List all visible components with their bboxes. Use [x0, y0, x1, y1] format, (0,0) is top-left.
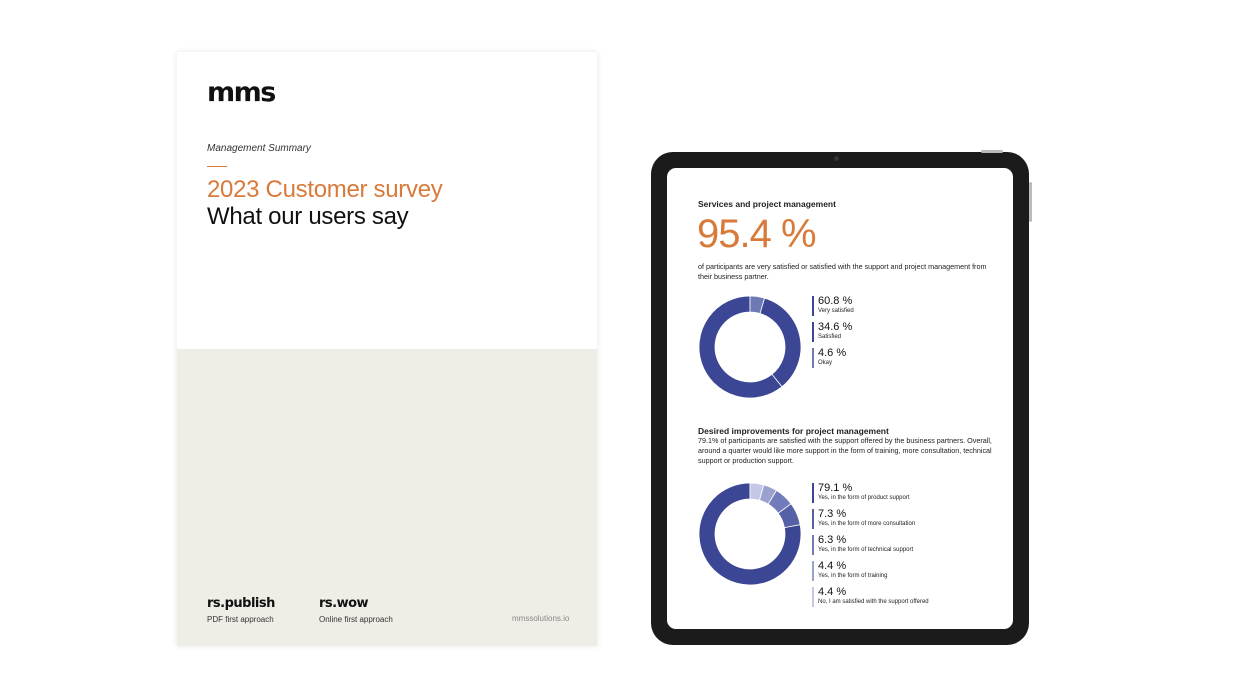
brand-logo: mms	[207, 77, 276, 108]
cover-title-line2: What our users say	[207, 203, 409, 230]
legend-color-bar	[812, 587, 814, 607]
camera-icon	[834, 156, 839, 161]
product-name: rs.publish	[207, 596, 275, 611]
section-description-services: of participants are very satisfied or sa…	[698, 262, 987, 281]
legend-value: 4.4 %	[818, 586, 847, 598]
brochure-cover: mms Management Summary 2023 Customer sur…	[177, 52, 597, 646]
legend-color-bar	[812, 561, 814, 581]
product-description: PDF first approach	[207, 615, 274, 624]
legend-item: 79.1 % Yes, in the form of product suppor…	[812, 482, 910, 504]
donut-slice-2	[749, 295, 766, 314]
legend-color-bar	[812, 322, 814, 342]
legend-value: 4.6 %	[818, 347, 847, 359]
website-text: mmssolutions.io	[512, 614, 570, 623]
legend-label: Okay	[818, 360, 833, 366]
donut-slice-4	[749, 482, 765, 501]
legend-item: 4.4 % No, I am satisfied with the support…	[812, 586, 929, 608]
legend-value: 4.4 %	[818, 560, 847, 572]
section-title-improvements: Desired improvements for project managem…	[698, 426, 889, 436]
section-description-improvements: 79.1% of participants are satisfied with…	[698, 436, 992, 465]
legend-value: 6.3 %	[818, 534, 847, 546]
donut-slice-1	[759, 297, 802, 388]
donut-slice-0	[698, 482, 802, 586]
product-rs-wow: rs.wow Online first approach	[319, 596, 393, 624]
legend-color-bar	[812, 535, 814, 555]
donut-slice-0	[698, 295, 783, 399]
tablet-screen: Services and project management 95.4 % o…	[667, 168, 1013, 629]
tablet-side-button	[1029, 182, 1032, 222]
legend-item: 6.3 % Yes, in the form of technical suppo…	[812, 534, 913, 556]
legend-label: Very satisfied	[818, 308, 854, 314]
legend-color-bar	[812, 483, 814, 503]
product-rs-publish: rs.publish PDF first approach	[207, 596, 275, 624]
legend-value: 60.8 %	[818, 295, 853, 307]
legend-item: 4.6 % Okay	[812, 347, 846, 369]
cover-bottom-panel	[177, 349, 597, 646]
legend-item: 4.4 % Yes, in the form of training	[812, 560, 887, 582]
tablet-top-button	[981, 150, 1003, 153]
legend-value: 34.6 %	[818, 321, 853, 333]
legend-label: Yes, in the form of product support	[818, 495, 910, 501]
legend-color-bar	[812, 296, 814, 316]
cover-subtitle: Management Summary	[207, 143, 311, 154]
accent-rule	[207, 166, 227, 167]
legend-item: 7.3 % Yes, in the form of more consultati…	[812, 508, 915, 530]
legend-color-bar	[812, 348, 814, 368]
legend-label: Yes, in the form of more consultation	[818, 521, 916, 527]
legend-label: No, I am satisfied with the support offe…	[818, 599, 929, 605]
product-name: rs.wow	[319, 596, 369, 611]
legend-label: Satisfied	[818, 334, 842, 340]
section-title-services: Services and project management	[698, 199, 836, 209]
legend-label: Yes, in the form of technical support	[818, 547, 914, 553]
legend-value: 79.1 %	[818, 482, 853, 494]
legend-item: 34.6 % Satisfied	[812, 321, 852, 343]
legend-label: Yes, in the form of training	[818, 573, 888, 579]
cover-title-line1: 2023 Customer survey	[207, 176, 443, 203]
legend-item: 60.8 % Very satisfied	[812, 295, 854, 317]
cover-top-panel	[177, 52, 597, 349]
donut-chart-improvements	[698, 482, 802, 586]
product-description: Online first approach	[319, 615, 393, 624]
tablet-device: Services and project management 95.4 % o…	[651, 150, 1032, 645]
satisfaction-percentage: 95.4 %	[697, 212, 817, 256]
donut-chart-satisfaction	[698, 295, 802, 399]
legend-value: 7.3 %	[818, 508, 847, 520]
legend-color-bar	[812, 509, 814, 529]
